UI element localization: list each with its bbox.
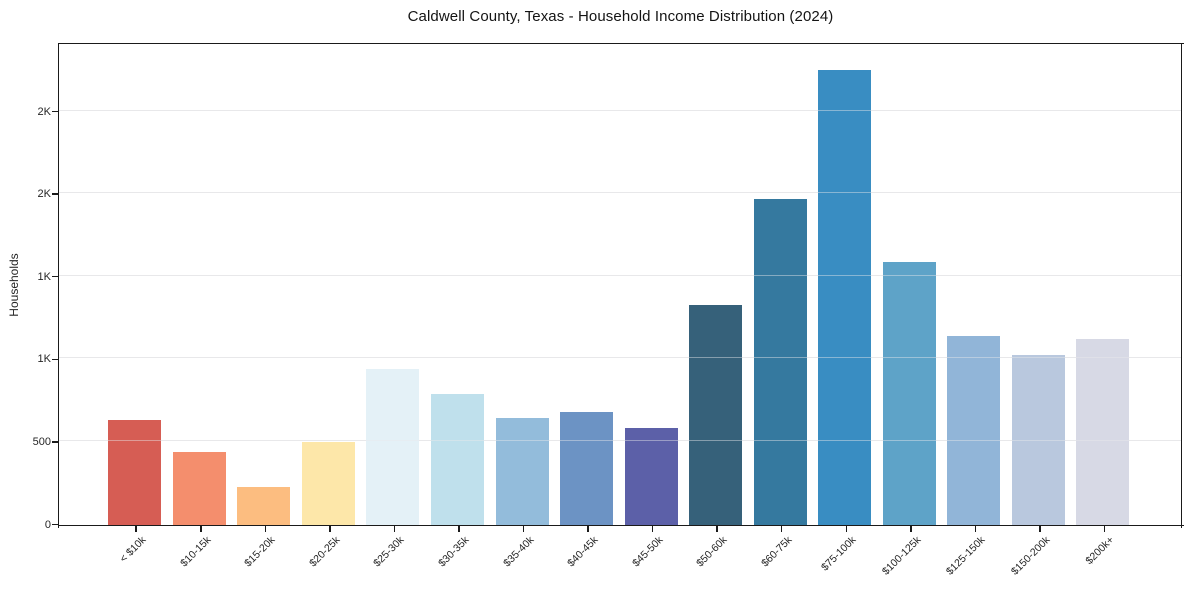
x-tick-mark xyxy=(780,526,783,532)
x-tick-mark xyxy=(587,526,589,532)
x-tick-mark xyxy=(974,526,977,532)
gridline xyxy=(59,192,1182,194)
gridline xyxy=(59,192,1182,194)
x-tick-mark xyxy=(1103,526,1106,532)
axis-spine-bottom xyxy=(57,524,1184,526)
x-tick-mark xyxy=(393,526,396,532)
x-tick-mark xyxy=(651,526,654,532)
y-tick-mark xyxy=(51,358,58,361)
chart-title: Caldwell County, Texas - Household Incom… xyxy=(407,8,834,25)
bar xyxy=(753,198,807,526)
bar xyxy=(1076,338,1130,526)
x-tick-mark xyxy=(910,526,912,532)
y-tick-mark xyxy=(51,441,58,443)
y-tick-label: 500 xyxy=(32,435,51,448)
bar xyxy=(237,487,291,526)
bar xyxy=(624,427,678,526)
gridline xyxy=(59,109,1182,111)
y-tick-label: 0 xyxy=(44,518,51,531)
axis-spine-top xyxy=(57,42,1184,44)
x-tick-mark xyxy=(135,526,137,532)
gridline xyxy=(59,274,1182,276)
y-tick-mark xyxy=(51,193,58,195)
y-tick-label: 2K xyxy=(37,105,51,118)
bar xyxy=(366,369,420,526)
y-tick-mark xyxy=(51,275,58,278)
y-tick-mark xyxy=(51,110,58,113)
x-tick-mark xyxy=(329,526,331,532)
bar xyxy=(108,420,162,526)
y-tick-label: 2K xyxy=(37,188,51,201)
y-axis-label: Households xyxy=(7,253,21,317)
gridline xyxy=(59,109,1182,111)
y-tick-label: 1K xyxy=(37,270,51,283)
bar xyxy=(882,261,936,526)
x-tick-mark xyxy=(200,526,202,532)
plot-area xyxy=(59,44,1182,526)
axis-spine-left xyxy=(57,42,59,528)
axis-spine-right xyxy=(1180,42,1182,528)
bar xyxy=(301,441,355,526)
x-tick-mark xyxy=(458,526,460,532)
bar xyxy=(947,336,1001,526)
x-tick-mark xyxy=(845,526,847,532)
bar xyxy=(560,412,614,526)
x-tick-mark xyxy=(1039,526,1041,532)
x-tick-mark xyxy=(716,526,718,532)
bar xyxy=(430,393,484,526)
x-tick-label: < $10k xyxy=(117,534,149,565)
y-tick-label: 1K xyxy=(37,353,51,366)
bar xyxy=(495,417,549,526)
x-tick-mark xyxy=(522,526,525,532)
bar xyxy=(1011,355,1065,526)
gridline xyxy=(59,274,1182,276)
x-tick-mark xyxy=(264,526,267,532)
bar xyxy=(689,304,743,526)
bar xyxy=(818,70,872,526)
bar xyxy=(172,451,226,526)
y-tick-mark xyxy=(51,523,58,526)
